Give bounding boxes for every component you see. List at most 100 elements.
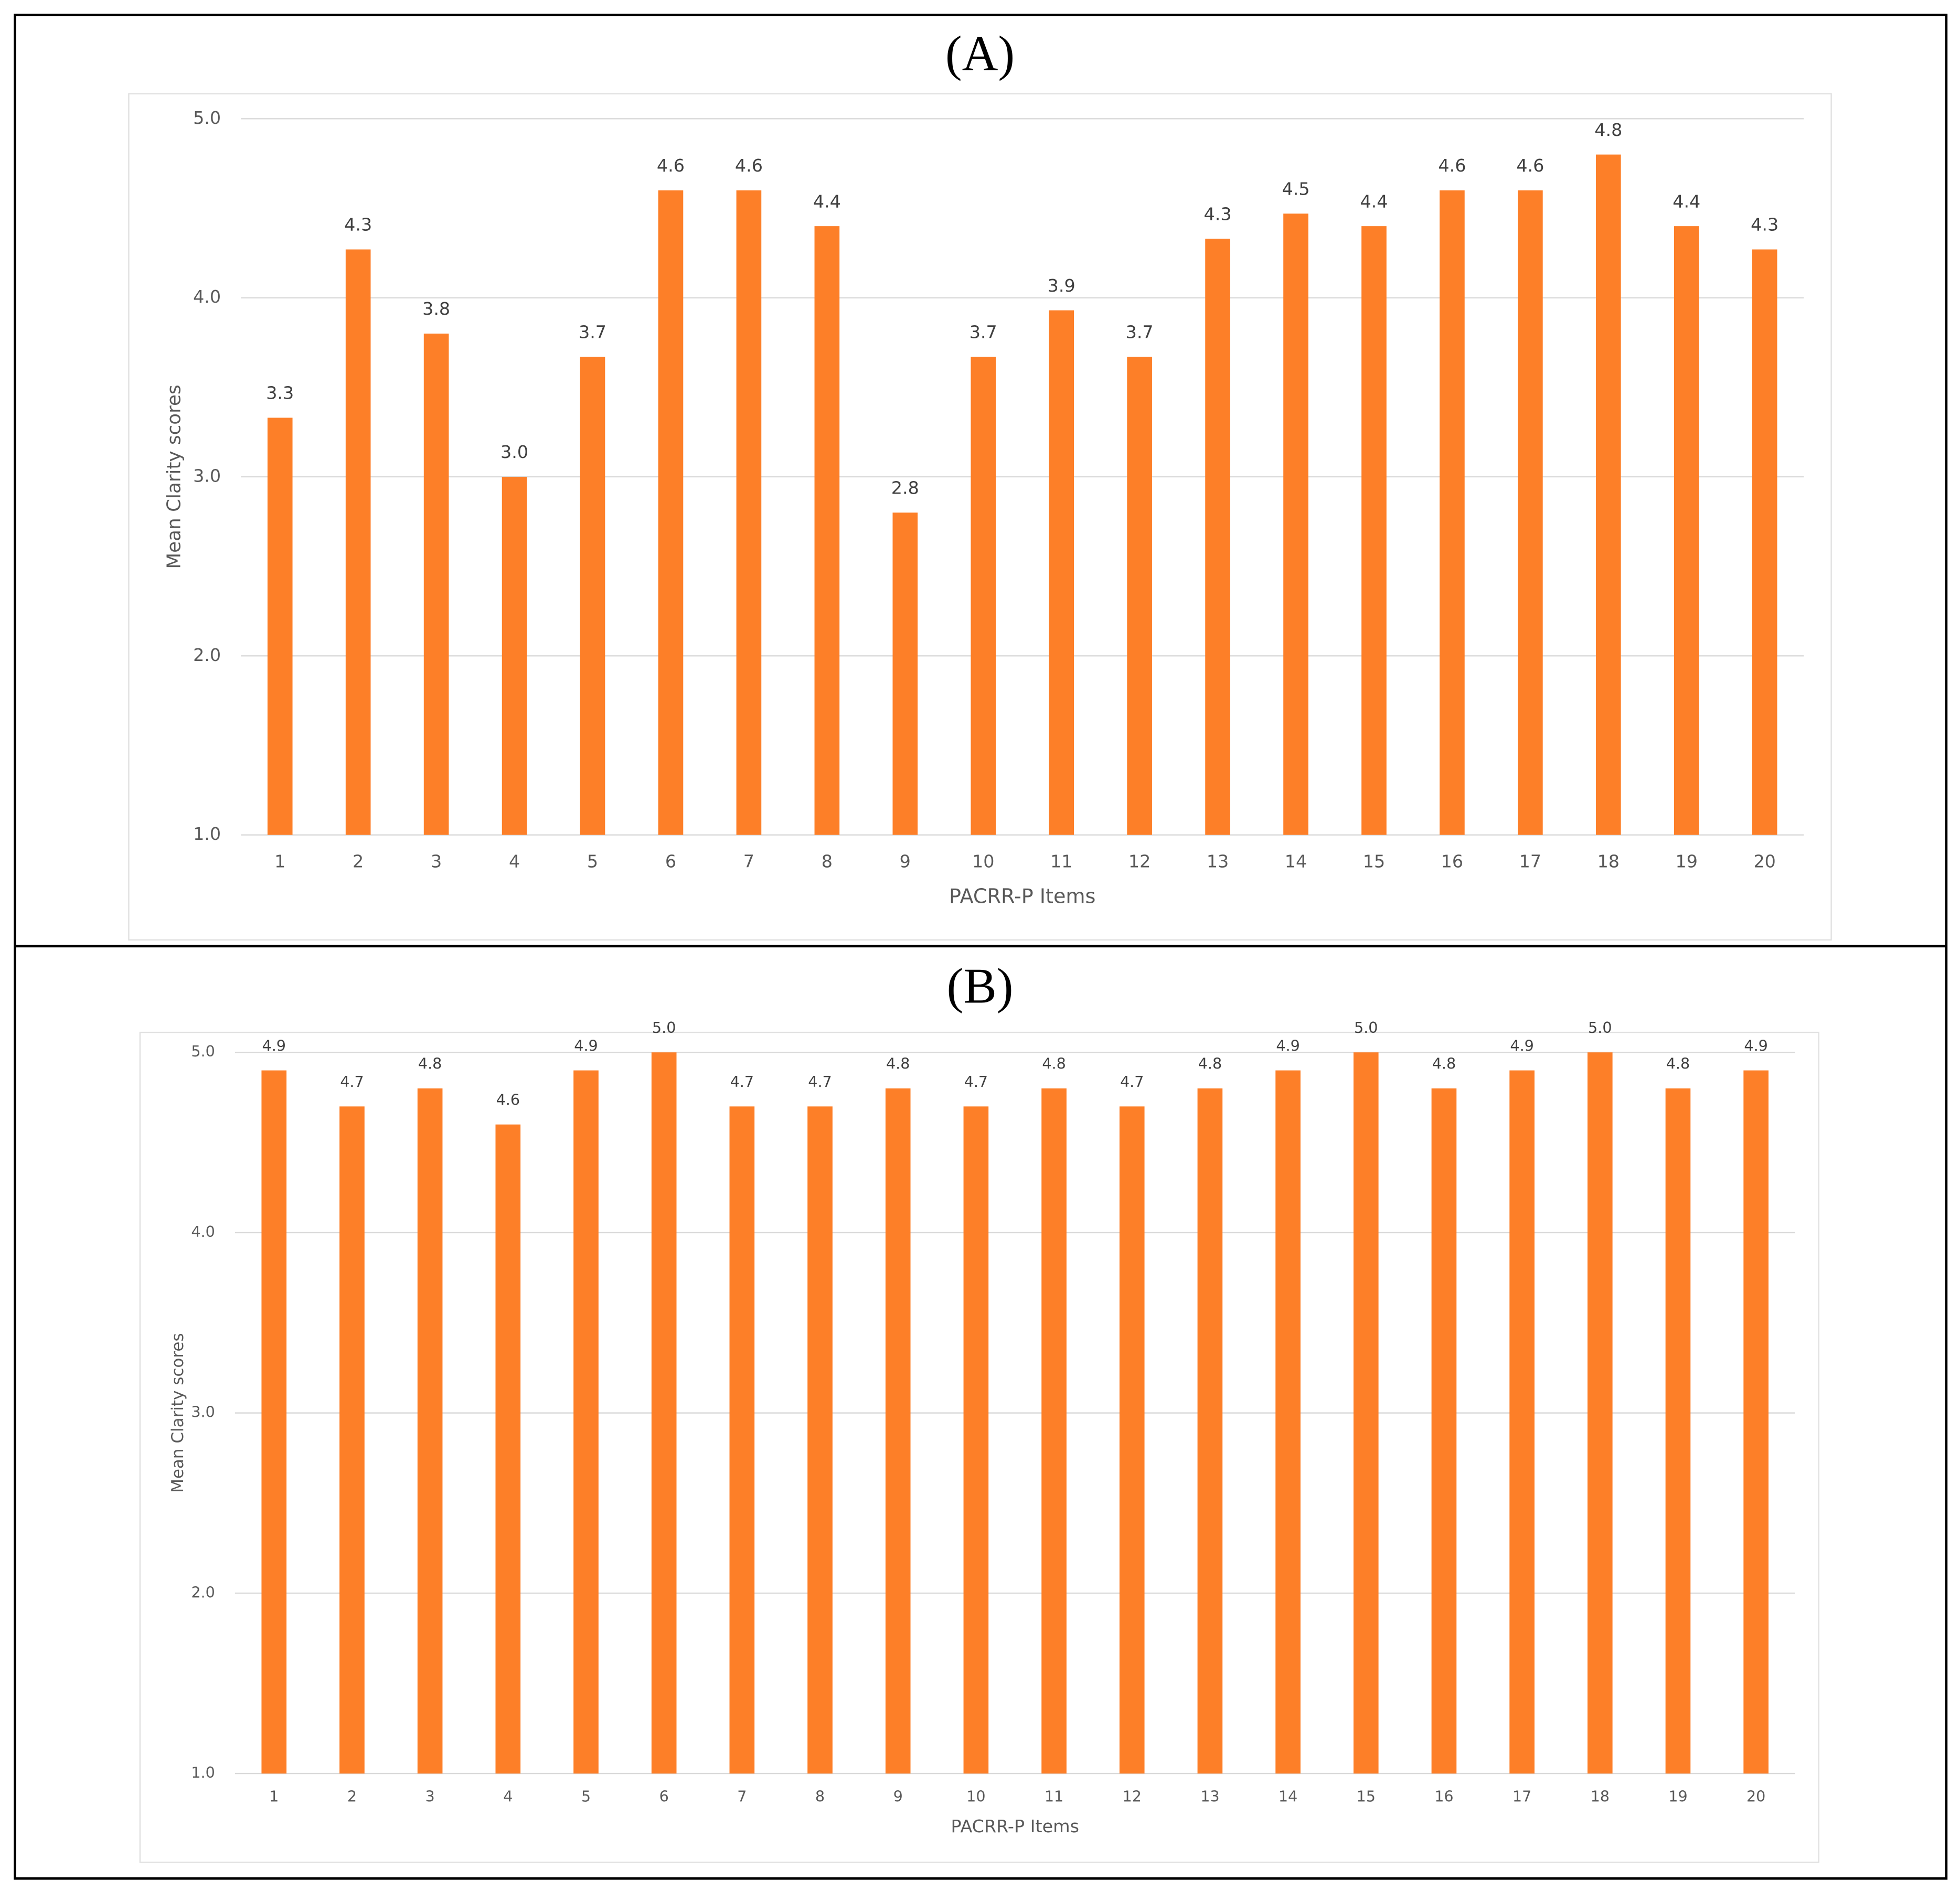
bar — [417, 1088, 443, 1774]
bar — [573, 1070, 599, 1774]
bar — [1119, 1106, 1145, 1774]
bar — [892, 512, 918, 835]
bar — [1353, 1052, 1379, 1774]
x-tick-label: 2 — [347, 1787, 357, 1805]
value-label: 4.8 — [886, 1055, 910, 1073]
bar — [963, 1106, 989, 1774]
bar — [1587, 1052, 1613, 1774]
value-label: 4.3 — [344, 215, 372, 235]
bar — [885, 1088, 911, 1774]
bar — [1674, 226, 1699, 835]
bar — [1283, 213, 1308, 835]
value-label: 4.7 — [340, 1073, 364, 1091]
y-axis-label: Mean Clarity scores — [164, 384, 185, 569]
bar — [502, 476, 527, 835]
value-label: 4.8 — [1042, 1055, 1066, 1073]
x-tick-label: 10 — [966, 1787, 985, 1805]
x-axis-label: PACRR-P Items — [951, 1816, 1079, 1836]
value-label: 4.7 — [730, 1073, 754, 1091]
x-tick-label: 16 — [1441, 851, 1463, 872]
bar — [651, 1052, 677, 1774]
chart-area — [139, 1031, 1819, 1863]
y-tick-label: 2.0 — [191, 1583, 215, 1601]
x-tick-label: 11 — [1045, 1787, 1063, 1805]
y-tick-label: 4.0 — [193, 286, 221, 307]
value-label: 4.9 — [1510, 1037, 1533, 1054]
x-tick-label: 12 — [1128, 851, 1151, 872]
x-tick-label: 14 — [1279, 1787, 1297, 1805]
x-tick-label: 19 — [1668, 1787, 1687, 1805]
value-label: 4.9 — [1276, 1037, 1299, 1054]
x-tick-label: 16 — [1434, 1787, 1453, 1805]
y-tick-label: 2.0 — [193, 645, 221, 665]
chart-title: (A) — [945, 26, 1015, 81]
x-tick-label: 6 — [665, 851, 676, 872]
x-tick-label: 9 — [893, 1787, 903, 1805]
chart-area — [128, 93, 1832, 941]
value-label: 3.7 — [1126, 322, 1154, 343]
bar — [580, 357, 605, 835]
bar — [1509, 1070, 1535, 1774]
bar — [339, 1106, 365, 1774]
bar — [345, 249, 371, 835]
y-tick-label: 3.0 — [191, 1403, 215, 1421]
y-axis-label: Mean Clarity scores — [168, 1333, 187, 1492]
x-axis-label: PACRR-P Items — [949, 884, 1095, 907]
x-tick-label: 1 — [274, 851, 285, 872]
value-label: 5.0 — [1354, 1019, 1378, 1037]
x-tick-label: 6 — [659, 1787, 669, 1805]
bar — [658, 190, 684, 835]
value-label: 3.7 — [970, 322, 997, 343]
value-label: 3.8 — [422, 298, 450, 319]
x-tick-label: 7 — [737, 1787, 747, 1805]
value-label: 4.7 — [1120, 1073, 1144, 1091]
value-label: 4.6 — [1516, 155, 1544, 176]
bar — [971, 357, 996, 835]
y-tick-label: 5.0 — [191, 1042, 215, 1060]
value-label: 4.8 — [1666, 1055, 1690, 1073]
x-tick-label: 4 — [509, 851, 520, 872]
value-label: 4.9 — [574, 1037, 598, 1054]
x-tick-label: 5 — [587, 851, 598, 872]
x-tick-label: 2 — [353, 851, 364, 872]
x-tick-label: 14 — [1285, 851, 1307, 872]
bar — [1431, 1088, 1457, 1774]
bar — [423, 333, 449, 835]
value-label: 4.7 — [964, 1073, 988, 1091]
value-label: 4.9 — [262, 1037, 286, 1054]
value-label: 4.6 — [657, 155, 685, 176]
bar — [736, 190, 762, 835]
bar — [729, 1106, 755, 1774]
bar — [1743, 1070, 1769, 1774]
y-tick-label: 3.0 — [193, 465, 221, 486]
value-label: 4.5 — [1282, 178, 1310, 199]
value-label: 4.9 — [1744, 1037, 1767, 1054]
value-label: 4.7 — [808, 1073, 832, 1091]
value-label: 4.3 — [1751, 215, 1778, 235]
bar — [1197, 1088, 1223, 1774]
x-tick-label: 3 — [425, 1787, 435, 1805]
bar — [1595, 154, 1621, 835]
bar — [1205, 239, 1230, 835]
x-tick-label: 18 — [1597, 851, 1620, 872]
x-tick-label: 12 — [1123, 1787, 1142, 1805]
x-tick-label: 3 — [431, 851, 442, 872]
bar — [1127, 357, 1152, 835]
x-tick-label: 4 — [503, 1787, 513, 1805]
x-tick-label: 1 — [269, 1787, 279, 1805]
chart-title: (B) — [946, 958, 1013, 1013]
x-tick-label: 13 — [1207, 851, 1229, 872]
value-label: 4.4 — [1360, 191, 1388, 211]
value-label: 4.6 — [735, 155, 763, 176]
value-label: 3.7 — [579, 322, 606, 343]
x-tick-label: 20 — [1753, 851, 1775, 872]
value-label: 4.6 — [496, 1091, 520, 1108]
y-tick-label: 4.0 — [191, 1223, 215, 1241]
x-tick-label: 15 — [1363, 851, 1385, 872]
bar — [814, 226, 840, 835]
x-tick-label: 9 — [900, 851, 911, 872]
value-label: 4.3 — [1204, 204, 1232, 224]
bar — [267, 418, 293, 835]
value-label: 4.4 — [1673, 191, 1700, 211]
